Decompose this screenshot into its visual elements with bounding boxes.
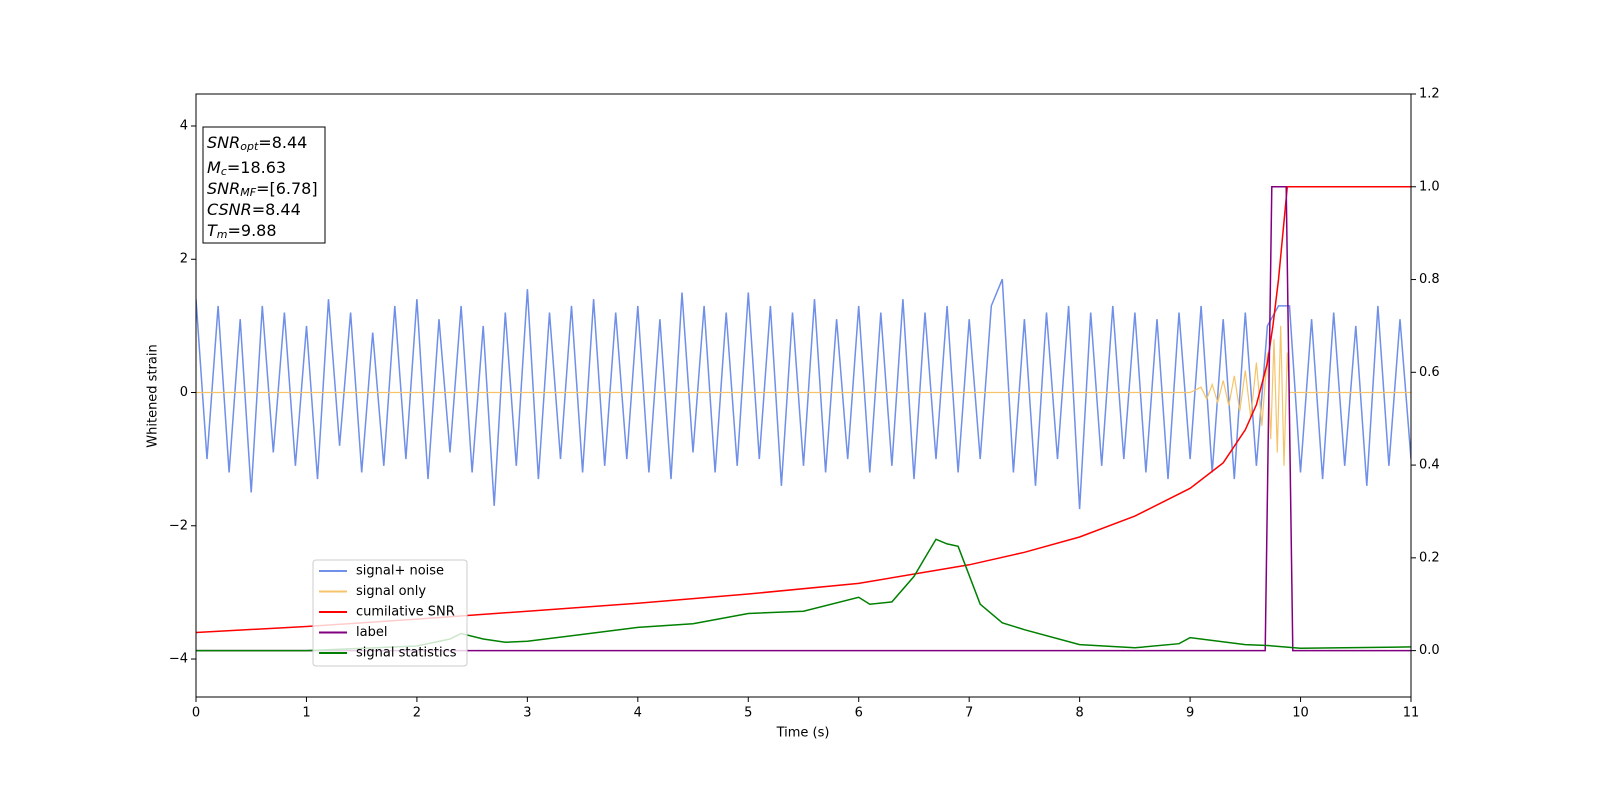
y2-tick-label: 0.6 [1419, 365, 1440, 380]
annotation-text: =[6.78] [256, 179, 318, 198]
series-line [196, 186, 1411, 652]
annotation-subscript: opt [240, 140, 259, 153]
x-axis-label: Time (s) [776, 726, 830, 741]
x-tick-label: 4 [634, 706, 642, 721]
series-line [196, 186, 1411, 634]
annotation-subscript: MF [240, 186, 256, 199]
x-tick-label: 0 [192, 706, 200, 721]
x-tick-label: 2 [413, 706, 421, 721]
x-tick-label: 3 [523, 706, 531, 721]
annotation-symbol: CSNR [207, 200, 252, 219]
x-tick-label: 1 [302, 706, 310, 721]
annotation-text: =18.63 [227, 158, 286, 177]
legend-label: signal statistics [356, 646, 457, 661]
x-tick-label: 5 [744, 706, 752, 721]
plot-frame [195, 93, 1412, 698]
annotation: SNRMF=[6.78] [207, 179, 318, 200]
y2-tick-label: 0.0 [1419, 643, 1440, 658]
annotation-text: =8.44 [258, 133, 307, 152]
y-tick-label: 0 [180, 385, 188, 400]
legend-label: label [356, 625, 387, 640]
x-tick-label: 9 [1186, 706, 1194, 721]
legend-label: signal only [356, 584, 426, 599]
x-tick-label: 7 [965, 706, 973, 721]
y-tick-label: 4 [180, 118, 188, 133]
annotation-text: =8.44 [252, 200, 301, 219]
legend-label: cumilative SNR [356, 605, 455, 620]
series-line [196, 278, 1411, 510]
y-tick-label: 2 [180, 252, 188, 267]
annotation: Tm=9.88 [207, 221, 277, 242]
annotation-symbol: M [207, 158, 221, 177]
annotation-symbol: T [207, 221, 218, 240]
annotation-subscript: m [217, 228, 228, 241]
x-tick-label: 11 [1403, 706, 1420, 721]
y2-tick-label: 1.2 [1419, 87, 1440, 102]
y2-tick-label: 1.0 [1419, 179, 1440, 194]
annotation-subscript: c [221, 165, 227, 178]
y-tick-label: −2 [169, 518, 188, 533]
annotation: Mc=18.63 [207, 158, 286, 179]
annotation-symbol: SNR [207, 179, 240, 198]
y-axis-label: Whitened strain [146, 344, 161, 447]
y2-tick-label: 0.8 [1419, 272, 1440, 287]
y2-tick-label: 0.4 [1419, 458, 1440, 473]
legend-label: signal+ noise [356, 564, 444, 579]
annotation-box [202, 126, 326, 244]
annotation-text: =9.88 [228, 221, 277, 240]
legend-box [312, 559, 468, 667]
y-tick-label: −4 [169, 652, 188, 667]
y2-tick-label: 0.2 [1419, 550, 1440, 565]
series-line [196, 538, 1411, 652]
x-tick-label: 10 [1292, 706, 1309, 721]
x-tick-label: 6 [855, 706, 863, 721]
annotation: CSNR=8.44 [207, 200, 301, 219]
x-tick-label: 8 [1075, 706, 1083, 721]
annotation: SNRopt=8.44 [207, 133, 307, 154]
annotation-symbol: SNR [207, 133, 240, 152]
